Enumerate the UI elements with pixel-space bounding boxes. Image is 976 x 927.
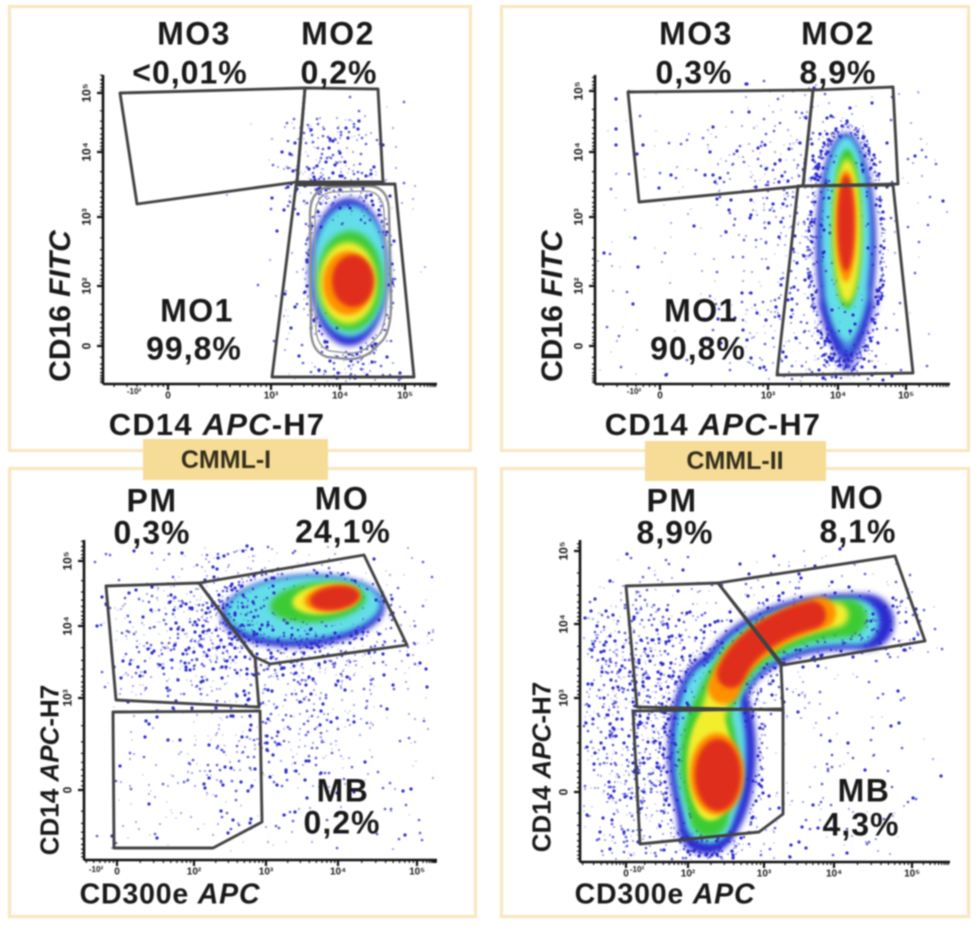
svg-text:0: 0 bbox=[165, 391, 171, 402]
svg-text:0: 0 bbox=[60, 786, 74, 793]
svg-text:10³: 10³ bbox=[571, 208, 585, 225]
svg-text:0: 0 bbox=[556, 788, 570, 795]
svg-text:CD16 FITC: CD16 FITC bbox=[44, 229, 77, 382]
svg-text:10⁵: 10⁵ bbox=[409, 867, 425, 878]
svg-text:10²: 10² bbox=[571, 277, 585, 294]
svg-text:MO: MO bbox=[315, 481, 370, 517]
svg-text:0: 0 bbox=[79, 342, 93, 349]
svg-text:10⁴: 10⁴ bbox=[556, 614, 570, 633]
svg-text:10⁴: 10⁴ bbox=[79, 142, 93, 161]
svg-text:10⁵: 10⁵ bbox=[60, 552, 74, 571]
svg-text:10⁴: 10⁴ bbox=[332, 391, 348, 402]
svg-text:4,3%: 4,3% bbox=[823, 807, 900, 843]
svg-text:10²: 10² bbox=[681, 869, 696, 880]
svg-text:MB: MB bbox=[838, 773, 891, 809]
svg-text:CMML-II: CMML-II bbox=[686, 447, 783, 475]
svg-text:0,3%: 0,3% bbox=[656, 55, 733, 91]
svg-text:PM: PM bbox=[127, 483, 178, 519]
svg-text:10³: 10³ bbox=[757, 869, 772, 880]
svg-text:0: 0 bbox=[657, 391, 663, 402]
svg-text:10³: 10³ bbox=[556, 689, 570, 706]
svg-text:10²: 10² bbox=[187, 867, 202, 878]
svg-text:10⁴: 10⁴ bbox=[571, 142, 585, 161]
svg-text:10⁵: 10⁵ bbox=[79, 84, 93, 103]
svg-text:10⁵: 10⁵ bbox=[571, 82, 585, 101]
svg-text:MO1: MO1 bbox=[664, 293, 738, 329]
svg-text:MO3: MO3 bbox=[659, 16, 733, 52]
svg-text:CD300e APC: CD300e APC bbox=[575, 878, 756, 910]
svg-text:CD300e APC: CD300e APC bbox=[80, 878, 261, 910]
svg-text:10⁴: 10⁴ bbox=[330, 867, 346, 878]
svg-text:MO2: MO2 bbox=[301, 16, 375, 52]
svg-text:10³: 10³ bbox=[264, 391, 279, 402]
svg-text:10⁴: 10⁴ bbox=[826, 869, 842, 880]
svg-text:<0,01%: <0,01% bbox=[132, 55, 247, 91]
svg-text:CD14 APC-H7: CD14 APC-H7 bbox=[605, 407, 822, 442]
svg-text:8,9%: 8,9% bbox=[800, 55, 877, 91]
svg-text:10³: 10³ bbox=[761, 391, 776, 402]
svg-text:-10²: -10² bbox=[127, 387, 142, 396]
svg-text:CD14 APC-H7: CD14 APC-H7 bbox=[109, 407, 326, 442]
svg-text:CD14 APC-H7: CD14 APC-H7 bbox=[34, 685, 64, 856]
svg-text:24,1%: 24,1% bbox=[295, 514, 391, 550]
svg-text:10³: 10³ bbox=[79, 208, 93, 225]
svg-text:-10²: -10² bbox=[630, 865, 645, 874]
svg-text:10²: 10² bbox=[79, 277, 93, 294]
svg-text:10⁵: 10⁵ bbox=[556, 542, 570, 561]
svg-text:10³: 10³ bbox=[259, 867, 274, 878]
svg-text:90,8%: 90,8% bbox=[650, 331, 746, 367]
svg-text:0,2%: 0,2% bbox=[301, 55, 378, 91]
svg-text:0: 0 bbox=[623, 869, 629, 880]
svg-text:CMML-I: CMML-I bbox=[181, 446, 271, 474]
svg-text:CD14 APC-H7: CD14 APC-H7 bbox=[526, 682, 556, 853]
svg-text:8,9%: 8,9% bbox=[637, 515, 714, 551]
svg-text:0: 0 bbox=[114, 867, 120, 878]
svg-text:MO1: MO1 bbox=[160, 293, 234, 329]
svg-text:10⁵: 10⁵ bbox=[904, 869, 920, 880]
svg-text:99,8%: 99,8% bbox=[146, 331, 242, 367]
svg-text:0: 0 bbox=[571, 342, 585, 349]
svg-text:10³: 10³ bbox=[60, 689, 74, 706]
svg-text:10⁵: 10⁵ bbox=[898, 391, 914, 402]
svg-text:0,3%: 0,3% bbox=[114, 515, 191, 551]
svg-text:8,1%: 8,1% bbox=[820, 514, 897, 550]
svg-text:MO3: MO3 bbox=[157, 16, 231, 52]
svg-text:10⁵: 10⁵ bbox=[397, 391, 413, 402]
svg-text:PM: PM bbox=[647, 483, 698, 519]
svg-text:-10²: -10² bbox=[627, 387, 642, 396]
svg-text:0,2%: 0,2% bbox=[304, 805, 381, 841]
svg-text:-10²: -10² bbox=[89, 865, 104, 874]
svg-text:MO2: MO2 bbox=[801, 16, 875, 52]
svg-text:10⁴: 10⁴ bbox=[830, 391, 846, 402]
svg-text:MB: MB bbox=[317, 773, 370, 809]
svg-text:CD16 FITC: CD16 FITC bbox=[536, 229, 569, 382]
svg-text:MO: MO bbox=[830, 480, 885, 516]
svg-text:10⁴: 10⁴ bbox=[60, 616, 74, 635]
